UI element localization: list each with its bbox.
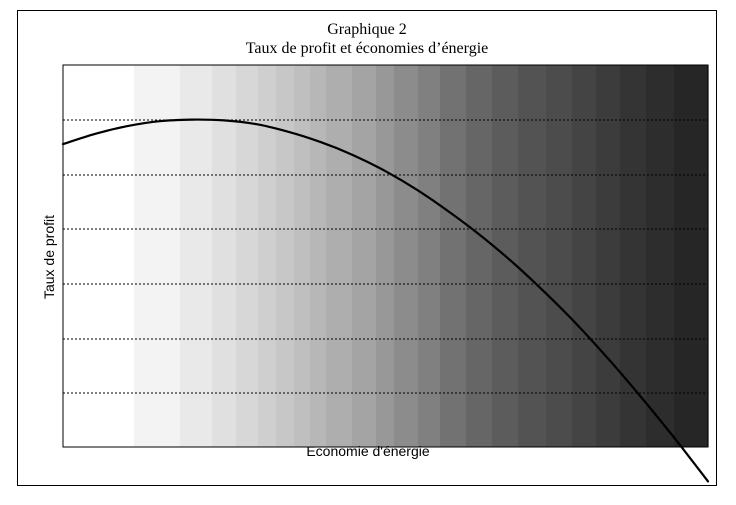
background-band (518, 65, 547, 447)
background-band (376, 65, 395, 447)
background-band (440, 65, 467, 447)
background-band (466, 65, 493, 447)
background-band (352, 65, 377, 447)
y-axis-label: Taux de profit (41, 214, 57, 300)
background-band (212, 65, 237, 447)
background-band (394, 65, 419, 447)
grid-lines (63, 119, 708, 394)
background-band (646, 65, 675, 447)
background-band (63, 65, 135, 447)
series-line-taux-de-profit (61, 118, 710, 483)
background-band (134, 65, 181, 447)
background-band (180, 65, 213, 447)
background-band (276, 65, 295, 447)
background-band (258, 65, 277, 447)
background-band (546, 65, 573, 447)
background-band (596, 65, 621, 447)
background-band (310, 65, 327, 447)
chart-subtitle: Taux de profit et économies d’énergie (245, 40, 489, 57)
chart-title: Graphique 2 (327, 21, 407, 38)
background-band (674, 65, 709, 447)
x-axis-label: Economie d'énergie (306, 443, 430, 459)
background-band (236, 65, 259, 447)
background-band (572, 65, 597, 447)
background-band (294, 65, 311, 447)
plot-frame (62, 64, 709, 448)
background-band (326, 65, 353, 447)
background-gradient-bands (63, 65, 709, 447)
background-band (620, 65, 647, 447)
background-band (418, 65, 441, 447)
